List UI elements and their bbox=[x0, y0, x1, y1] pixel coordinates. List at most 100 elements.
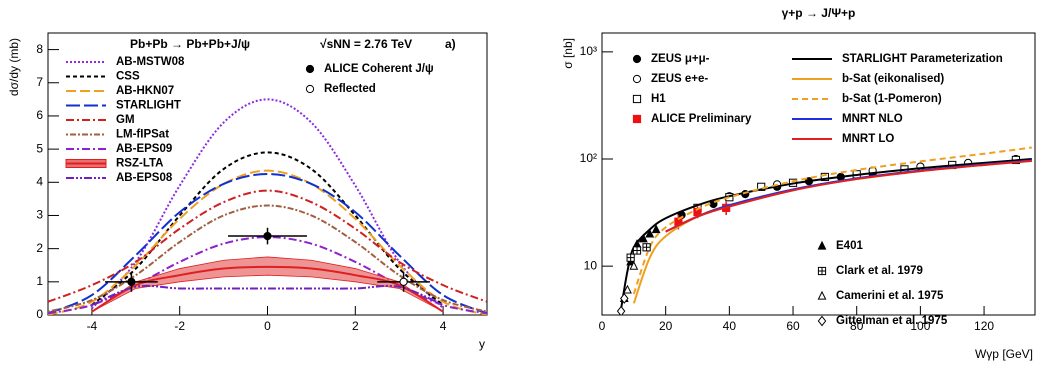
legend-label: AB-HKN07 bbox=[116, 85, 174, 97]
marker bbox=[638, 233, 648, 243]
legend-label: MNRT NLO bbox=[842, 113, 903, 125]
y-tick-label: 6 bbox=[36, 108, 43, 122]
marker bbox=[651, 224, 661, 234]
curve bbox=[665, 159, 1032, 233]
marker bbox=[629, 260, 639, 270]
legend-label: CSS bbox=[116, 71, 140, 83]
curve bbox=[48, 172, 487, 315]
legend-label: GM bbox=[116, 114, 135, 126]
marker bbox=[817, 290, 827, 300]
marker bbox=[817, 315, 827, 327]
marker bbox=[632, 74, 642, 84]
legend-label: Clark et al. 1979 bbox=[836, 265, 923, 277]
marker bbox=[632, 94, 642, 104]
curve bbox=[632, 146, 1032, 295]
y-tick-label: 10 bbox=[584, 258, 598, 272]
legend-label: STARLIGHT Parameterization bbox=[842, 53, 1003, 65]
y-tick-label: 5 bbox=[36, 141, 43, 155]
marker bbox=[817, 240, 827, 250]
legend-label: AB-EPS08 bbox=[116, 172, 173, 184]
plot-area bbox=[616, 146, 1032, 315]
marker bbox=[620, 292, 629, 304]
curve bbox=[620, 158, 1032, 309]
legend-label: AB-MSTW08 bbox=[116, 56, 185, 68]
legend-label: E401 bbox=[836, 240, 863, 252]
legend-label: ALICE Coherent J/ψ bbox=[324, 63, 434, 75]
curve bbox=[48, 189, 487, 303]
band bbox=[91, 256, 444, 313]
legend-label: b-Sat (eikonalised) bbox=[842, 73, 944, 85]
legend-label: ALICE Preliminary bbox=[651, 113, 752, 125]
x-tick-label: 100 bbox=[910, 319, 930, 333]
x-tick-label: 0 bbox=[264, 319, 271, 333]
x-tick-label: 0 bbox=[599, 319, 606, 333]
legend-label: STARLIGHT bbox=[116, 100, 181, 112]
legend: ZEUS μ+μ- ZEUS e+e- H1 ALICE Preliminary STA… bbox=[632, 53, 1003, 327]
legend-label: ZEUS e+e- bbox=[651, 73, 708, 85]
legend-label: Reflected bbox=[324, 83, 376, 95]
curve bbox=[91, 265, 444, 313]
annotation: Pb+Pb → Pb+Pb+J/ψ bbox=[130, 37, 250, 51]
y-axis-label: σ [nb] bbox=[561, 38, 575, 69]
y-tick-label: 3 bbox=[36, 208, 43, 222]
curve bbox=[91, 284, 444, 306]
legend-label: LM-fIPSat bbox=[116, 129, 169, 141]
marker bbox=[820, 172, 829, 182]
marker bbox=[632, 54, 642, 64]
y-tick-label: 0 bbox=[36, 307, 43, 321]
marker bbox=[632, 239, 642, 248]
y-axis-label: dσ/dy (mb) bbox=[7, 38, 21, 96]
x-tick-label: 80 bbox=[850, 319, 864, 333]
marker bbox=[645, 228, 655, 238]
marker-cross bbox=[642, 243, 651, 251]
curve bbox=[48, 169, 487, 315]
legend-label: H1 bbox=[651, 93, 666, 105]
legend-label: AB-EPS09 bbox=[116, 143, 172, 155]
legend: AB-MSTW08 CSS AB-HKN07 STARLIGHT GM LM-fIPSat… bbox=[65, 56, 434, 184]
x-tick-label: 20 bbox=[659, 319, 673, 333]
marker bbox=[305, 84, 315, 94]
curve bbox=[665, 159, 1032, 233]
x-tick-label: 120 bbox=[974, 319, 994, 333]
chart-title: γ+p → J/Ψ+p bbox=[782, 6, 856, 20]
marker bbox=[632, 114, 642, 124]
x-tick-label: 2 bbox=[352, 319, 359, 333]
panel: -4 -2 0 2 4 0 1 2 3 4 5 6 7 8 Pb+Pb → Pb+Pb+J/ψ √sNN = … bbox=[7, 32, 488, 351]
plot-frame bbox=[601, 32, 1036, 316]
y-tick-label: 8 bbox=[36, 42, 43, 56]
curve bbox=[48, 204, 487, 313]
marker bbox=[399, 277, 408, 286]
legend-label: Camerini et al. 1975 bbox=[836, 290, 944, 302]
y-tick-label: 7 bbox=[36, 75, 43, 89]
y-tick-label: 10³ bbox=[580, 44, 597, 58]
marker bbox=[127, 277, 136, 286]
x-axis-label: Wγp [GeV] bbox=[975, 347, 1033, 361]
y-tick-label: 4 bbox=[36, 174, 43, 188]
x-tick-label: 60 bbox=[786, 319, 800, 333]
annotation: a) bbox=[445, 37, 456, 51]
y-tick-label: 10² bbox=[580, 151, 597, 165]
legend-label: ZEUS μ+μ- bbox=[651, 53, 710, 65]
plot-area bbox=[48, 98, 487, 315]
legend-label: MNRT LO bbox=[842, 133, 894, 145]
x-tick-label: 40 bbox=[723, 319, 737, 333]
marker-cross bbox=[633, 246, 641, 255]
annotation: √sNN = 2.76 TeV bbox=[320, 37, 412, 51]
x-tick-label: -2 bbox=[174, 319, 185, 333]
marker-cross bbox=[818, 267, 826, 275]
legend-label: b-Sat (1-Pomeron) bbox=[842, 93, 942, 105]
marker bbox=[616, 305, 626, 315]
y-tick-label: 2 bbox=[36, 241, 43, 255]
x-tick-label: -4 bbox=[87, 319, 98, 333]
y-tick-label: 1 bbox=[36, 274, 43, 288]
marker-cross bbox=[627, 254, 635, 262]
x-tick-label: 4 bbox=[440, 319, 447, 333]
legend-label: RSZ-LTA bbox=[116, 158, 163, 170]
marker bbox=[263, 231, 272, 241]
panel: 0 20 40 60 80 100 120 10 10² 10³ γ+p → J/Ψ+p σ [nb]… bbox=[561, 6, 1036, 361]
marker bbox=[623, 284, 632, 294]
marker bbox=[305, 64, 315, 74]
legend-label: Gittelman et al. 1975 bbox=[836, 315, 948, 327]
x-axis-label: y bbox=[479, 337, 485, 351]
